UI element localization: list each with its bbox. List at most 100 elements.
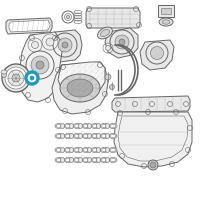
Ellipse shape: [1, 70, 7, 74]
Polygon shape: [52, 62, 108, 114]
Ellipse shape: [55, 148, 63, 152]
Ellipse shape: [106, 148, 110, 152]
Ellipse shape: [98, 27, 112, 39]
Ellipse shape: [55, 123, 63, 129]
Ellipse shape: [70, 158, 74, 162]
Ellipse shape: [66, 124, 70, 128]
Ellipse shape: [60, 74, 100, 102]
Ellipse shape: [110, 148, 116, 152]
Ellipse shape: [78, 134, 83, 138]
Polygon shape: [48, 30, 82, 62]
Circle shape: [25, 71, 39, 85]
Polygon shape: [140, 40, 174, 70]
Ellipse shape: [110, 158, 116, 162]
Ellipse shape: [84, 134, 88, 138]
Ellipse shape: [64, 158, 72, 162]
Polygon shape: [6, 18, 52, 34]
Ellipse shape: [100, 29, 110, 37]
Circle shape: [5, 67, 27, 89]
Bar: [158, 5, 174, 17]
Ellipse shape: [73, 123, 81, 129]
Polygon shape: [112, 96, 190, 112]
Circle shape: [36, 61, 44, 69]
Ellipse shape: [106, 134, 110, 138]
Circle shape: [12, 74, 20, 82]
Ellipse shape: [88, 148, 92, 152]
Ellipse shape: [91, 148, 99, 152]
Ellipse shape: [55, 158, 63, 162]
Ellipse shape: [102, 124, 106, 128]
Ellipse shape: [106, 123, 110, 129]
Ellipse shape: [106, 158, 110, 162]
Ellipse shape: [55, 134, 63, 138]
Ellipse shape: [82, 134, 90, 138]
Ellipse shape: [92, 134, 98, 138]
Ellipse shape: [109, 123, 117, 129]
Ellipse shape: [162, 20, 170, 24]
Polygon shape: [58, 62, 105, 94]
Ellipse shape: [73, 134, 81, 138]
Ellipse shape: [78, 123, 83, 129]
Circle shape: [46, 38, 54, 46]
Ellipse shape: [84, 124, 88, 128]
Ellipse shape: [82, 148, 90, 152]
Circle shape: [8, 70, 24, 86]
Ellipse shape: [74, 124, 80, 128]
Ellipse shape: [92, 158, 98, 162]
Ellipse shape: [66, 158, 70, 162]
Ellipse shape: [74, 148, 80, 152]
Ellipse shape: [78, 148, 83, 152]
Ellipse shape: [60, 148, 64, 152]
Circle shape: [64, 14, 72, 21]
Circle shape: [31, 56, 49, 74]
Ellipse shape: [84, 148, 88, 152]
Ellipse shape: [57, 148, 62, 152]
Circle shape: [2, 72, 6, 77]
Circle shape: [148, 160, 158, 170]
Circle shape: [32, 42, 38, 48]
Polygon shape: [20, 32, 62, 102]
Ellipse shape: [100, 123, 108, 129]
Ellipse shape: [82, 123, 90, 129]
Ellipse shape: [100, 158, 108, 162]
Ellipse shape: [96, 123, 101, 129]
Ellipse shape: [60, 158, 64, 162]
Circle shape: [66, 16, 70, 19]
Ellipse shape: [110, 134, 116, 138]
Ellipse shape: [70, 134, 74, 138]
Bar: [161, 8, 171, 14]
Circle shape: [105, 74, 111, 80]
Ellipse shape: [91, 134, 99, 138]
Ellipse shape: [96, 148, 101, 152]
Ellipse shape: [100, 134, 108, 138]
Circle shape: [62, 42, 68, 48]
Ellipse shape: [110, 124, 116, 128]
Ellipse shape: [57, 134, 62, 138]
Polygon shape: [105, 28, 138, 58]
Ellipse shape: [159, 18, 173, 26]
Ellipse shape: [88, 123, 92, 129]
Ellipse shape: [91, 123, 99, 129]
Ellipse shape: [70, 123, 74, 129]
Polygon shape: [9, 20, 50, 32]
Ellipse shape: [64, 134, 72, 138]
Circle shape: [151, 46, 164, 60]
Ellipse shape: [74, 158, 80, 162]
Ellipse shape: [109, 158, 117, 162]
Ellipse shape: [88, 158, 92, 162]
Ellipse shape: [74, 134, 80, 138]
Ellipse shape: [92, 148, 98, 152]
Ellipse shape: [70, 148, 74, 152]
Ellipse shape: [102, 134, 106, 138]
Ellipse shape: [64, 123, 72, 129]
Circle shape: [58, 38, 72, 52]
Ellipse shape: [88, 134, 92, 138]
Ellipse shape: [109, 148, 117, 152]
Ellipse shape: [92, 124, 98, 128]
Polygon shape: [86, 8, 140, 28]
Circle shape: [28, 74, 36, 82]
Circle shape: [106, 46, 110, 50]
Circle shape: [2, 64, 30, 92]
Circle shape: [110, 84, 114, 90]
Ellipse shape: [109, 134, 117, 138]
